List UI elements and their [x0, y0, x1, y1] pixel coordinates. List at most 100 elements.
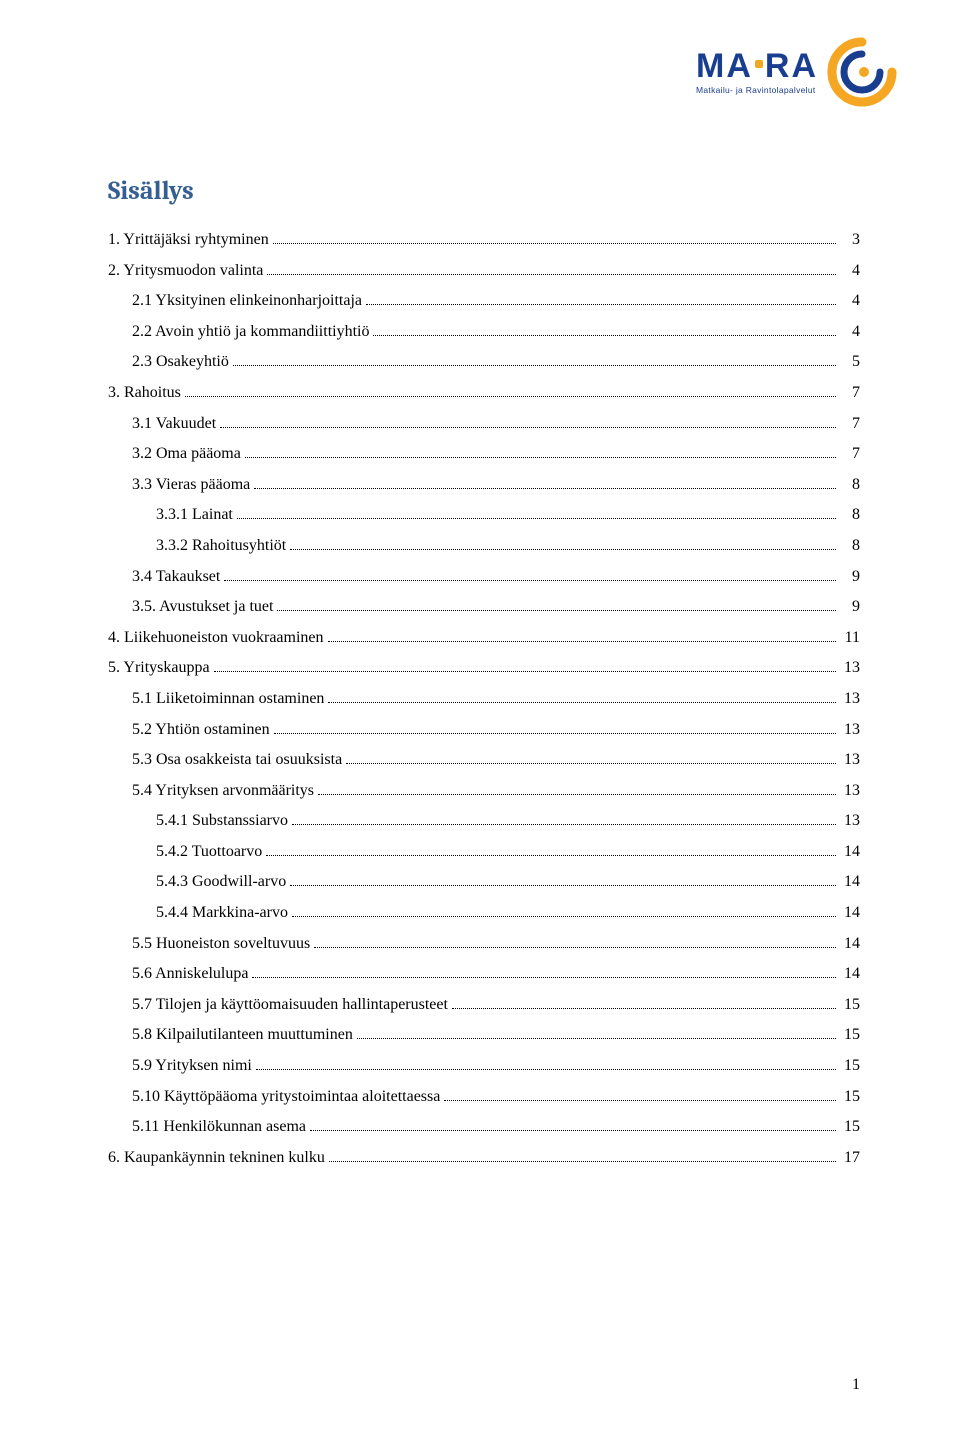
toc-leader	[444, 1089, 836, 1100]
toc-label: 2. Yritysmuodon valinta	[108, 263, 263, 279]
toc-leader	[273, 233, 836, 244]
toc-row[interactable]: 5.10 Käyttöpääoma yritystoimintaa aloite…	[108, 1089, 860, 1105]
toc-row[interactable]: 5. Yrityskauppa 13	[108, 660, 860, 676]
toc-leader	[314, 936, 836, 947]
toc-page: 8	[840, 538, 860, 554]
toc-label: 5.8 Kilpailutilanteen muuttuminen	[132, 1027, 353, 1043]
toc-page: 14	[840, 966, 860, 982]
toc-leader	[214, 661, 836, 672]
toc-label: 5. Yrityskauppa	[108, 660, 210, 676]
toc-page: 17	[840, 1150, 860, 1166]
toc-label: 5.4.2 Tuottoarvo	[156, 844, 262, 860]
logo-wordmark: MA RA	[696, 49, 818, 83]
page-number: 1	[852, 1376, 860, 1394]
toc-row[interactable]: 5.11 Henkilökunnan asema15	[108, 1119, 860, 1135]
toc-row[interactable]: 5.3 Osa osakkeista tai osuuksista13	[108, 752, 860, 768]
toc-row[interactable]: 5.4 Yrityksen arvonmääritys 13	[108, 783, 860, 799]
toc-row[interactable]: 2.3 Osakeyhtiö5	[108, 354, 860, 370]
toc-row[interactable]: 3.5. Avustukset ja tuet9	[108, 599, 860, 615]
toc-row[interactable]: 2.2 Avoin yhtiö ja kommandiittiyhtiö4	[108, 324, 860, 340]
toc-page: 13	[840, 813, 860, 829]
toc-page: 15	[840, 1119, 860, 1135]
toc-leader	[292, 814, 836, 825]
toc-row[interactable]: 4. Liikehuoneiston vuokraaminen 11	[108, 630, 860, 646]
toc-page: 14	[840, 874, 860, 890]
toc-leader	[357, 1028, 836, 1039]
toc-page: 13	[840, 660, 860, 676]
toc-leader	[328, 692, 836, 703]
toc-row[interactable]: 5.5 Huoneiston soveltuvuus14	[108, 936, 860, 952]
page-title: Sisällys	[108, 176, 860, 206]
toc-label: 3. Rahoitus	[108, 385, 181, 401]
toc-leader	[245, 447, 836, 458]
toc-row[interactable]: 1. Yrittäjäksi ryhtyminen 3	[108, 232, 860, 248]
toc-label: 5.10 Käyttöpääoma yritystoimintaa aloite…	[132, 1089, 440, 1105]
toc-page: 15	[840, 1058, 860, 1074]
toc-leader	[267, 263, 836, 274]
toc-row[interactable]: 5.9 Yrityksen nimi 15	[108, 1058, 860, 1074]
toc-label: 5.4.3 Goodwill-arvo	[156, 874, 286, 890]
toc-row[interactable]: 2. Yritysmuodon valinta4	[108, 263, 860, 279]
toc-row[interactable]: 2.1 Yksityinen elinkeinonharjoittaja4	[108, 293, 860, 309]
toc-row[interactable]: 5.4.1 Substanssiarvo 13	[108, 813, 860, 829]
toc-leader	[220, 416, 836, 427]
toc-leader	[266, 845, 836, 856]
toc-page: 14	[840, 936, 860, 952]
toc-row[interactable]: 3.1 Vakuudet7	[108, 416, 860, 432]
toc-row[interactable]: 5.4.2 Tuottoarvo14	[108, 844, 860, 860]
toc-row[interactable]: 5.7 Tilojen ja käyttöomaisuuden hallinta…	[108, 997, 860, 1013]
toc-leader	[318, 784, 836, 795]
toc-row[interactable]: 3.2 Oma pääoma7	[108, 446, 860, 462]
toc-row[interactable]: 5.1 Liiketoiminnan ostaminen13	[108, 691, 860, 707]
toc-label: 1. Yrittäjäksi ryhtyminen	[108, 232, 269, 248]
toc-row[interactable]: 3.3.2 Rahoitusyhtiöt8	[108, 538, 860, 554]
toc-row[interactable]: 5.6 Anniskelulupa 14	[108, 966, 860, 982]
toc-page: 13	[840, 783, 860, 799]
toc-leader	[237, 508, 836, 519]
toc-label: 3.1 Vakuudet	[132, 416, 216, 432]
toc-label: 3.4 Takaukset	[132, 569, 220, 585]
toc-row[interactable]: 5.4.4 Markkina-arvo14	[108, 905, 860, 921]
toc-row[interactable]: 3.4 Takaukset 9	[108, 569, 860, 585]
toc-leader	[290, 875, 836, 886]
toc-label: 5.4 Yrityksen arvonmääritys	[132, 783, 314, 799]
toc-page: 3	[840, 232, 860, 248]
toc-page: 7	[840, 446, 860, 462]
toc-page: 15	[840, 1027, 860, 1043]
toc-leader	[328, 631, 836, 642]
toc-row[interactable]: 5.8 Kilpailutilanteen muuttuminen 15	[108, 1027, 860, 1043]
toc-leader	[185, 386, 836, 397]
toc-row[interactable]: 6. Kaupankäynnin tekninen kulku 17	[108, 1150, 860, 1166]
toc-page: 9	[840, 569, 860, 585]
toc-leader	[274, 722, 836, 733]
toc-label: 5.7 Tilojen ja käyttöomaisuuden hallinta…	[132, 997, 448, 1013]
toc-page: 5	[840, 354, 860, 370]
toc-page: 4	[840, 324, 860, 340]
toc-label: 4. Liikehuoneiston vuokraaminen	[108, 630, 324, 646]
toc-leader	[452, 998, 836, 1009]
toc-label: 3.5. Avustukset ja tuet	[132, 599, 273, 615]
toc-leader	[224, 569, 836, 580]
toc-leader	[329, 1151, 836, 1162]
toc-label: 5.9 Yrityksen nimi	[132, 1058, 252, 1074]
toc-row[interactable]: 5.2 Yhtiön ostaminen13	[108, 722, 860, 738]
toc-leader	[292, 906, 836, 917]
toc-label: 5.1 Liiketoiminnan ostaminen	[132, 691, 324, 707]
toc-label: 5.4.1 Substanssiarvo	[156, 813, 288, 829]
logo-left: MA	[696, 49, 753, 83]
toc-page: 15	[840, 1089, 860, 1105]
toc-row[interactable]: 3.3 Vieras pääoma8	[108, 477, 860, 493]
toc-leader	[254, 478, 836, 489]
toc-label: 6. Kaupankäynnin tekninen kulku	[108, 1150, 325, 1166]
toc-label: 5.6 Anniskelulupa	[132, 966, 248, 982]
toc-row[interactable]: 5.4.3 Goodwill-arvo 14	[108, 874, 860, 890]
toc-row[interactable]: 3.3.1 Lainat8	[108, 507, 860, 523]
toc-leader	[290, 539, 836, 550]
toc-page: 7	[840, 385, 860, 401]
toc-leader	[252, 967, 836, 978]
toc-leader	[366, 294, 836, 305]
toc-page: 13	[840, 722, 860, 738]
toc-page: 11	[840, 630, 860, 646]
table-of-contents: 1. Yrittäjäksi ryhtyminen 3 2. Yritysmuodo…	[108, 232, 860, 1166]
toc-row[interactable]: 3. Rahoitus 7	[108, 385, 860, 401]
